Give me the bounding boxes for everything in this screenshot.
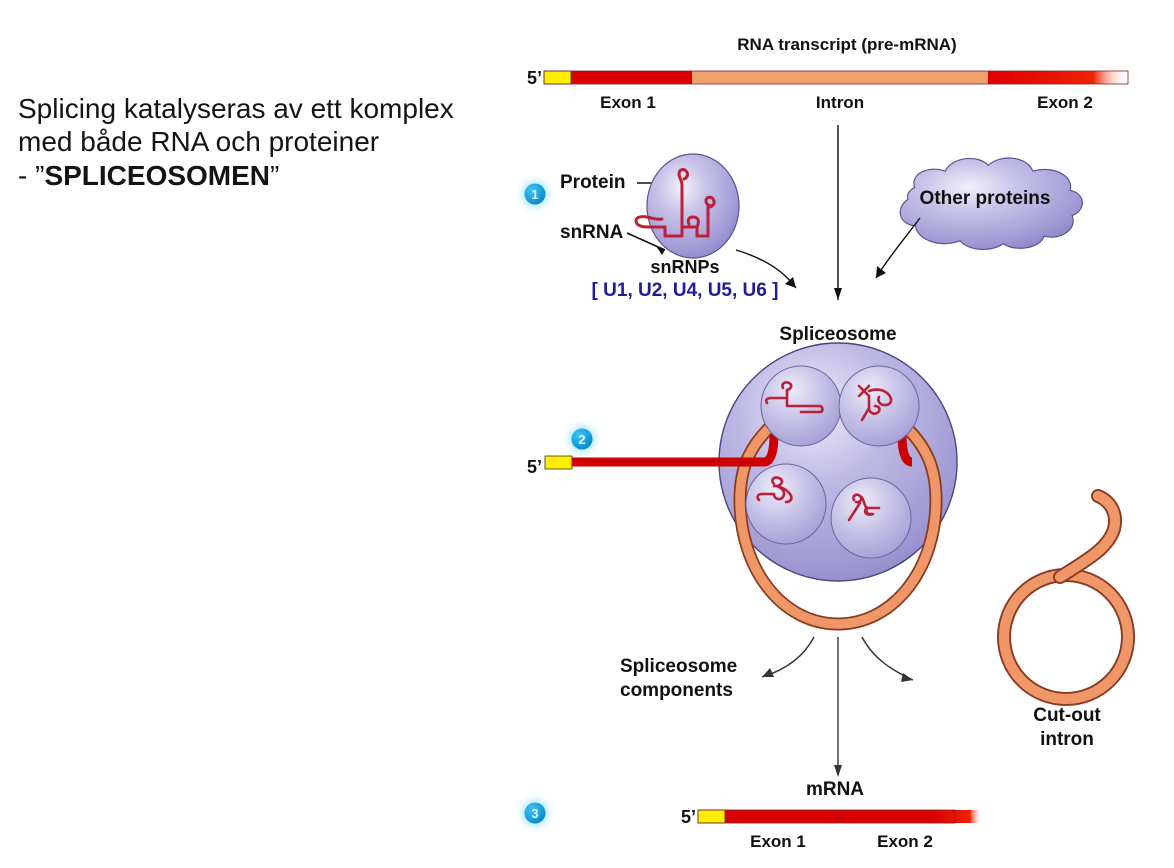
svg-text:Intron: Intron xyxy=(816,93,864,112)
svg-text:5’: 5’ xyxy=(681,807,696,827)
svg-text:5’: 5’ xyxy=(527,457,542,477)
svg-text:snRNPs: snRNPs xyxy=(650,257,719,277)
svg-text:5’: 5’ xyxy=(527,68,542,88)
svg-text:mRNA: mRNA xyxy=(806,779,864,800)
svg-text:snRNA: snRNA xyxy=(560,222,624,243)
svg-text:Protein: Protein xyxy=(560,172,625,193)
svg-text:1: 1 xyxy=(531,187,538,202)
svg-text:Exon 1: Exon 1 xyxy=(600,93,656,112)
svg-text:RNA transcript (pre-mRNA): RNA transcript (pre-mRNA) xyxy=(737,35,956,54)
svg-text:Spliceosome: Spliceosome xyxy=(779,324,896,345)
svg-text:intron: intron xyxy=(1040,729,1094,750)
svg-text:2: 2 xyxy=(578,432,585,447)
svg-text:components: components xyxy=(620,680,733,701)
svg-text:3: 3 xyxy=(531,806,538,821)
svg-text:Cut-out: Cut-out xyxy=(1033,705,1101,726)
svg-text:Other proteins: Other proteins xyxy=(920,188,1051,209)
svg-text:[ U1, U2, U4, U5, U6 ]: [ U1, U2, U4, U5, U6 ] xyxy=(592,280,779,301)
svg-text:Exon 2: Exon 2 xyxy=(1037,93,1093,112)
svg-text:Exon 1: Exon 1 xyxy=(750,832,806,851)
svg-text:Spliceosome: Spliceosome xyxy=(620,656,737,677)
svg-text:Exon 2: Exon 2 xyxy=(877,832,933,851)
